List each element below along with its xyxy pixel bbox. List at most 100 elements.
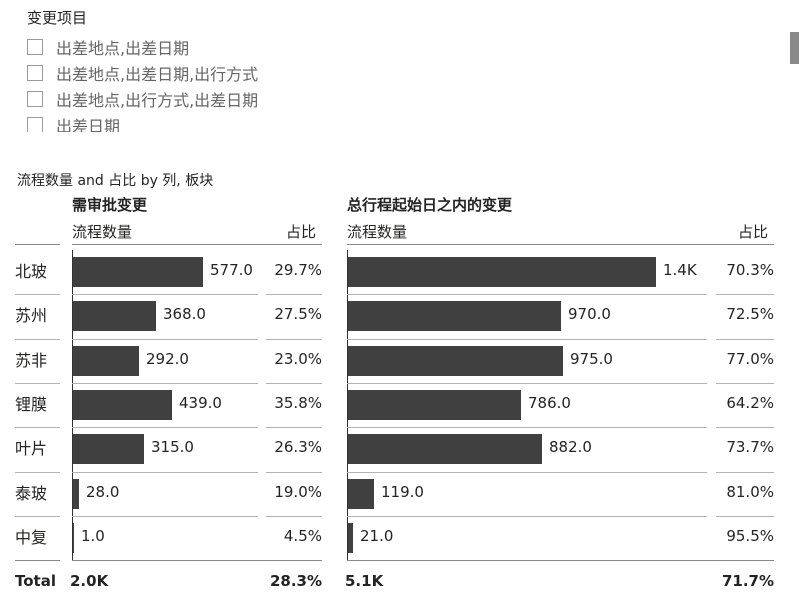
row-rule bbox=[347, 515, 707, 517]
bar[interactable] bbox=[348, 522, 353, 553]
value-column-header: 流程数量 bbox=[72, 223, 133, 241]
row-rule bbox=[347, 471, 707, 473]
pct-value: 81.0% bbox=[726, 482, 774, 501]
bar[interactable] bbox=[73, 301, 156, 332]
row-rule bbox=[266, 338, 322, 340]
checkbox[interactable] bbox=[27, 65, 43, 81]
bar-value-label: 439.0 bbox=[179, 393, 222, 412]
bar[interactable] bbox=[348, 478, 374, 509]
bar[interactable] bbox=[73, 522, 74, 553]
row-rule bbox=[15, 471, 60, 473]
pct-value: 4.5% bbox=[283, 526, 322, 545]
row-rule bbox=[716, 471, 774, 473]
row-rule bbox=[716, 294, 774, 296]
bar[interactable] bbox=[73, 345, 139, 376]
bar-value-label: 882.0 bbox=[549, 438, 592, 457]
bar[interactable] bbox=[348, 301, 561, 332]
bar-axis bbox=[347, 250, 348, 561]
total-pct: 28.3% bbox=[269, 572, 322, 590]
bar-value-label: 292.0 bbox=[146, 349, 189, 368]
bar[interactable] bbox=[73, 389, 172, 420]
total-pct: 71.7% bbox=[721, 572, 774, 590]
row-rule bbox=[266, 382, 322, 384]
bar-value-label: 119.0 bbox=[381, 482, 424, 501]
pct-column-header: 占比 bbox=[738, 223, 769, 241]
bar-value-label: 1.0 bbox=[81, 526, 105, 545]
row-rule bbox=[266, 427, 322, 429]
slicer-option-label: 出差地点,出差日期,出行方式 bbox=[56, 65, 259, 84]
row-rule bbox=[15, 382, 60, 384]
slicer-option[interactable]: 出差地点,出差日期,出行方式 bbox=[27, 60, 787, 86]
row-rule bbox=[347, 382, 707, 384]
bar[interactable] bbox=[348, 345, 563, 376]
pct-value: 95.5% bbox=[726, 526, 774, 545]
row-rule bbox=[72, 294, 258, 296]
bar-value-label: 970.0 bbox=[568, 305, 611, 324]
slicer-scrollbar-thumb[interactable] bbox=[790, 32, 799, 64]
slicer-option[interactable]: 出差地点,出差日期 bbox=[27, 34, 787, 60]
pct-value: 73.7% bbox=[726, 438, 774, 457]
pct-value: 64.2% bbox=[726, 393, 774, 412]
pct-value: 77.0% bbox=[726, 349, 774, 368]
bar-value-label: 28.0 bbox=[86, 482, 120, 501]
row-label: 锂膜 bbox=[15, 394, 48, 414]
row-rule bbox=[347, 427, 707, 429]
total-label: Total bbox=[15, 572, 56, 590]
value-column-header: 流程数量 bbox=[347, 223, 408, 241]
row-rule bbox=[72, 471, 258, 473]
slicer-option-label: 出差日期 bbox=[56, 117, 121, 132]
slicer-option[interactable]: 出差日期 bbox=[27, 112, 787, 132]
row-rule bbox=[15, 427, 60, 429]
bar[interactable] bbox=[348, 389, 521, 420]
bar[interactable] bbox=[73, 257, 203, 287]
row-rule bbox=[266, 294, 322, 296]
total-rule bbox=[15, 560, 60, 561]
pct-value: 27.5% bbox=[274, 305, 322, 324]
bar-value-label: 975.0 bbox=[570, 349, 613, 368]
slicer-option-label: 出差地点,出差日期 bbox=[56, 39, 190, 58]
total-value: 5.1K bbox=[345, 572, 384, 590]
checkbox[interactable] bbox=[27, 39, 43, 55]
row-rule bbox=[72, 515, 258, 517]
pct-value: 29.7% bbox=[274, 261, 322, 279]
pct-value: 26.3% bbox=[274, 438, 322, 457]
total-value: 2.0K bbox=[70, 572, 109, 590]
panel-title: 总行程起始日之内的变更 bbox=[347, 196, 513, 214]
bar[interactable] bbox=[73, 434, 144, 465]
bar-value-label: 315.0 bbox=[151, 438, 194, 457]
pct-value: 35.8% bbox=[274, 393, 322, 412]
bar-value-label: 21.0 bbox=[360, 526, 394, 545]
total-rule bbox=[72, 560, 322, 561]
row-label: 苏非 bbox=[15, 350, 48, 370]
bar[interactable] bbox=[348, 257, 656, 287]
slicer-title: 变更项目 bbox=[27, 9, 88, 27]
row-rule bbox=[347, 338, 707, 340]
bar-value-label: 1.4K bbox=[663, 261, 697, 279]
row-rule bbox=[716, 427, 774, 429]
row-rule bbox=[347, 294, 707, 296]
bar[interactable] bbox=[348, 434, 542, 465]
row-label: 苏州 bbox=[15, 306, 48, 326]
slicer-list: 出差地点,出差日期 出差地点,出差日期,出行方式 出差地点,出行方式,出差日期 … bbox=[27, 34, 787, 132]
header-rule bbox=[72, 244, 322, 245]
pct-value: 72.5% bbox=[726, 305, 774, 324]
row-rule bbox=[72, 382, 258, 384]
slicer-option[interactable]: 出差地点,出行方式,出差日期 bbox=[27, 86, 787, 112]
bar-value-label: 786.0 bbox=[528, 393, 571, 412]
row-label: 泰玻 bbox=[15, 483, 48, 503]
row-rule bbox=[72, 338, 258, 340]
total-rule bbox=[347, 560, 774, 561]
row-rule bbox=[15, 338, 60, 340]
chart-title: 流程数量 and 占比 by 列, 板块 bbox=[17, 173, 214, 189]
row-rule bbox=[266, 471, 322, 473]
row-rule bbox=[15, 294, 60, 296]
row-rule bbox=[716, 338, 774, 340]
checkbox[interactable] bbox=[27, 117, 43, 132]
bar-axis bbox=[72, 250, 73, 561]
panel-title: 需审批变更 bbox=[72, 196, 148, 214]
bar[interactable] bbox=[73, 478, 79, 509]
checkbox[interactable] bbox=[27, 91, 43, 107]
header-rule bbox=[15, 244, 60, 245]
header-rule bbox=[347, 244, 774, 245]
pct-column-header: 占比 bbox=[286, 223, 317, 241]
